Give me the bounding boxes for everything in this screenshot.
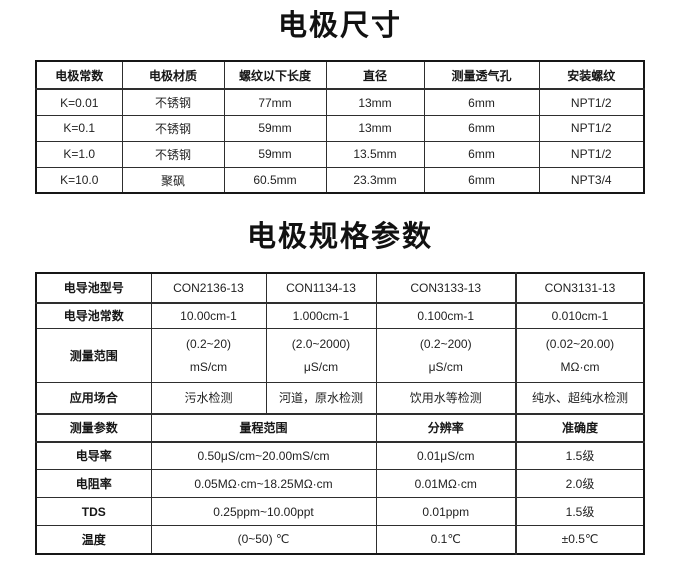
data-cell: CON1134-13 <box>265 272 377 304</box>
data-cell: 60.5mm <box>223 166 327 194</box>
range-row: 测量范围 (0.2~20) mS/cm (2.0~2000) μS/cm (0.… <box>35 328 645 384</box>
table-row: K=0.1 不锈钢 59mm 13mm 6mm NPT1/2 <box>35 114 645 142</box>
data-cell: 77mm <box>223 88 327 116</box>
row-label: 电阻率 <box>35 469 152 499</box>
row-label: 应用场合 <box>35 382 152 415</box>
data-cell: 0.05MΩ·cm~18.25MΩ·cm <box>150 469 377 499</box>
range-value-line: (0.02~20.00) <box>545 336 615 351</box>
data-cell: 污水检测 <box>150 382 267 415</box>
table-row: K=0.01 不锈钢 77mm 13mm 6mm NPT1/2 <box>35 88 645 116</box>
data-cell: 13.5mm <box>325 140 425 168</box>
data-cell: (0~50) ℃ <box>150 525 377 555</box>
resistivity-row: 电阻率 0.05MΩ·cm~18.25MΩ·cm 0.01MΩ·cm 2.0级 <box>35 469 645 499</box>
row-label: 温度 <box>35 525 152 555</box>
range-value-line: (0.2~200) <box>419 336 472 351</box>
data-cell: 0.100cm-1 <box>375 302 517 330</box>
data-cell: 0.010cm-1 <box>515 302 645 330</box>
header-cell: 分辨率 <box>375 412 517 443</box>
data-cell: 0.01μS/cm <box>375 441 517 471</box>
data-cell: 1.5级 <box>515 441 645 471</box>
data-cell: NPT1/2 <box>538 114 645 142</box>
row-label: 测量范围 <box>35 328 152 384</box>
data-cell: 河道，原水检测 <box>265 382 377 415</box>
range-value-line: (2.0~2000) <box>291 336 351 351</box>
row-label: 电导池常数 <box>35 302 152 330</box>
data-cell: CON2136-13 <box>150 272 267 304</box>
tds-row: TDS 0.25ppm~10.00ppt 0.01ppm 1.5级 <box>35 497 645 527</box>
data-cell: NPT1/2 <box>538 140 645 168</box>
row-label: TDS <box>35 497 152 527</box>
specs-title: 电极规格参数 <box>246 221 433 254</box>
header-cell: 量程范围 <box>150 412 377 443</box>
data-cell: K=0.1 <box>35 114 123 142</box>
data-cell: 6mm <box>423 88 540 116</box>
data-cell: 0.01ppm <box>375 497 517 527</box>
data-cell: (0.2~20) mS/cm <box>150 328 267 384</box>
dimensions-title: 电极尺寸 <box>277 10 402 42</box>
data-cell: (2.0~2000) μS/cm <box>265 328 377 384</box>
table-row: K=1.0 不锈钢 59mm 13.5mm 6mm NPT1/2 <box>35 140 645 168</box>
param-header-row: 测量参数 量程范围 分辨率 准确度 <box>35 412 645 443</box>
data-cell: 13mm <box>325 114 425 142</box>
row-label: 电导池型号 <box>35 272 152 304</box>
dimensions-header-row: 电极常数 电极材质 螺纹以下长度 直径 测量透气孔 安装螺纹 <box>35 60 645 91</box>
dimensions-table: 电极常数 电极材质 螺纹以下长度 直径 测量透气孔 安装螺纹 K=0.01 不锈… <box>35 60 645 195</box>
data-cell: CON3133-13 <box>375 272 517 304</box>
data-cell: K=10.0 <box>35 166 123 194</box>
data-cell: K=0.01 <box>35 88 123 116</box>
data-cell: 10.00cm-1 <box>150 302 267 330</box>
header-cell: 准确度 <box>515 412 645 443</box>
header-cell: 电极常数 <box>35 60 123 91</box>
specs-table: 电导池型号 CON2136-13 CON1134-13 CON3133-13 C… <box>35 271 645 555</box>
data-cell: 6mm <box>423 114 540 142</box>
range-value-line: (0.2~20) <box>185 336 232 351</box>
data-cell: 23.3mm <box>325 166 425 194</box>
data-cell: NPT1/2 <box>538 88 645 116</box>
table-row: K=10.0 聚砜 60.5mm 23.3mm 6mm NPT3/4 <box>35 166 645 194</box>
data-cell: 2.0级 <box>515 469 645 499</box>
data-cell: K=1.0 <box>35 140 123 168</box>
application-row: 应用场合 污水检测 河道，原水检测 饮用水等检测 纯水、超纯水检测 <box>35 382 645 415</box>
header-cell: 螺纹以下长度 <box>223 60 327 91</box>
data-cell: 饮用水等检测 <box>375 382 517 415</box>
data-cell: 13mm <box>325 88 425 116</box>
row-label: 电导率 <box>35 441 152 471</box>
data-cell: 聚砜 <box>121 166 225 194</box>
data-cell: NPT3/4 <box>538 166 645 194</box>
data-cell: CON3131-13 <box>515 272 645 304</box>
range-unit-line: μS/cm <box>428 359 463 374</box>
header-cell: 直径 <box>325 60 425 91</box>
data-cell: 不锈钢 <box>121 88 225 116</box>
range-unit-line: μS/cm <box>303 359 339 374</box>
data-cell: 6mm <box>423 140 540 168</box>
data-cell: 59mm <box>223 114 327 142</box>
header-cell: 测量透气孔 <box>423 60 540 91</box>
data-cell: (0.2~200) μS/cm <box>375 328 517 384</box>
header-cell: 安装螺纹 <box>538 60 645 91</box>
data-cell: 0.1℃ <box>375 525 517 555</box>
data-cell: 纯水、超纯水检测 <box>515 382 645 415</box>
model-row: 电导池型号 CON2136-13 CON1134-13 CON3133-13 C… <box>35 272 645 304</box>
data-cell: 0.50μS/cm~20.00mS/cm <box>150 441 377 471</box>
data-cell: 0.01MΩ·cm <box>375 469 517 499</box>
range-unit-line: MΩ·cm <box>560 359 600 374</box>
data-cell: 59mm <box>223 140 327 168</box>
data-cell: 不锈钢 <box>121 114 225 142</box>
header-cell: 测量参数 <box>35 412 152 443</box>
header-cell: 电极材质 <box>121 60 225 91</box>
data-cell: 不锈钢 <box>121 140 225 168</box>
data-cell: 1.5级 <box>515 497 645 527</box>
range-unit-line: mS/cm <box>189 359 228 374</box>
data-cell: 0.25ppm~10.00ppt <box>150 497 377 527</box>
data-cell: 1.000cm-1 <box>265 302 377 330</box>
data-cell: (0.02~20.00) MΩ·cm <box>515 328 645 384</box>
data-cell: ±0.5℃ <box>515 525 645 555</box>
temperature-row: 温度 (0~50) ℃ 0.1℃ ±0.5℃ <box>35 525 645 555</box>
data-cell: 6mm <box>423 166 540 194</box>
constant-row: 电导池常数 10.00cm-1 1.000cm-1 0.100cm-1 0.01… <box>35 302 645 330</box>
conductivity-row: 电导率 0.50μS/cm~20.00mS/cm 0.01μS/cm 1.5级 <box>35 441 645 471</box>
